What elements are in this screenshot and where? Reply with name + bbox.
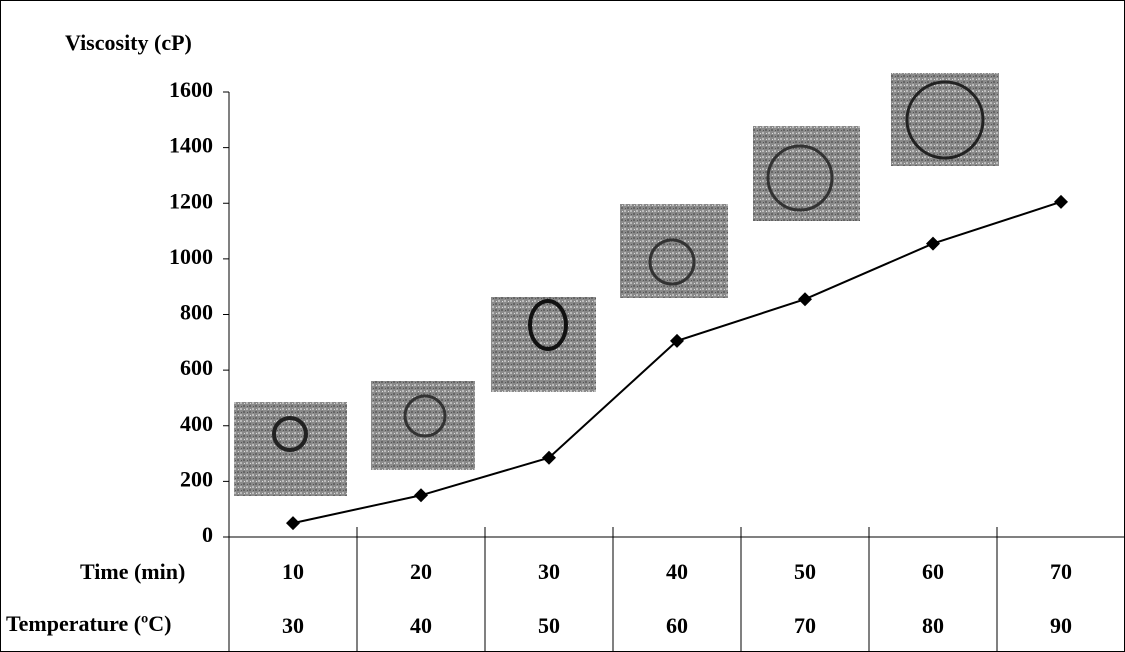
- x-tick-label: 40: [666, 559, 688, 584]
- x2-tick-label: 50: [538, 613, 560, 638]
- x-tick-label: 10: [282, 559, 304, 584]
- x-tick-label: 50: [794, 559, 816, 584]
- x-tick-label: 60: [922, 559, 944, 584]
- marker: [1054, 195, 1068, 209]
- x2-tick-label: 80: [922, 613, 944, 638]
- y-tick-label: 1200: [169, 188, 213, 213]
- y-axis-label: Viscosity (cP): [65, 30, 192, 55]
- y-tick-label: 1400: [169, 133, 213, 158]
- marker: [798, 292, 812, 306]
- x2-tick-label: 30: [282, 613, 304, 638]
- chart: Viscosity (cP) Time (min) Temperature (º…: [0, 0, 1125, 652]
- x2-tick-label: 60: [666, 613, 688, 638]
- micrographs: [234, 73, 999, 496]
- marker: [286, 516, 300, 530]
- x-tick-label: 20: [410, 559, 432, 584]
- y-tick-label: 1600: [169, 77, 213, 102]
- x2-axis-label: Temperature (ºC): [6, 611, 172, 636]
- x-tick-label: 70: [1050, 559, 1072, 584]
- x-axis-label: Time (min): [80, 559, 185, 584]
- marker: [926, 237, 940, 251]
- y-tick-label: 1000: [169, 244, 213, 269]
- x-tick-label: 30: [538, 559, 560, 584]
- y-tick-label: 800: [180, 300, 213, 325]
- marker: [414, 488, 428, 502]
- y-tick-label: 400: [180, 411, 213, 436]
- x2-tick-label: 90: [1050, 613, 1072, 638]
- x2-tick-label: 40: [410, 613, 432, 638]
- y-tick-label: 600: [180, 355, 213, 380]
- x2-tick-label: 70: [794, 613, 816, 638]
- y-tick-label: 0: [202, 522, 213, 547]
- y-tick-label: 200: [180, 466, 213, 491]
